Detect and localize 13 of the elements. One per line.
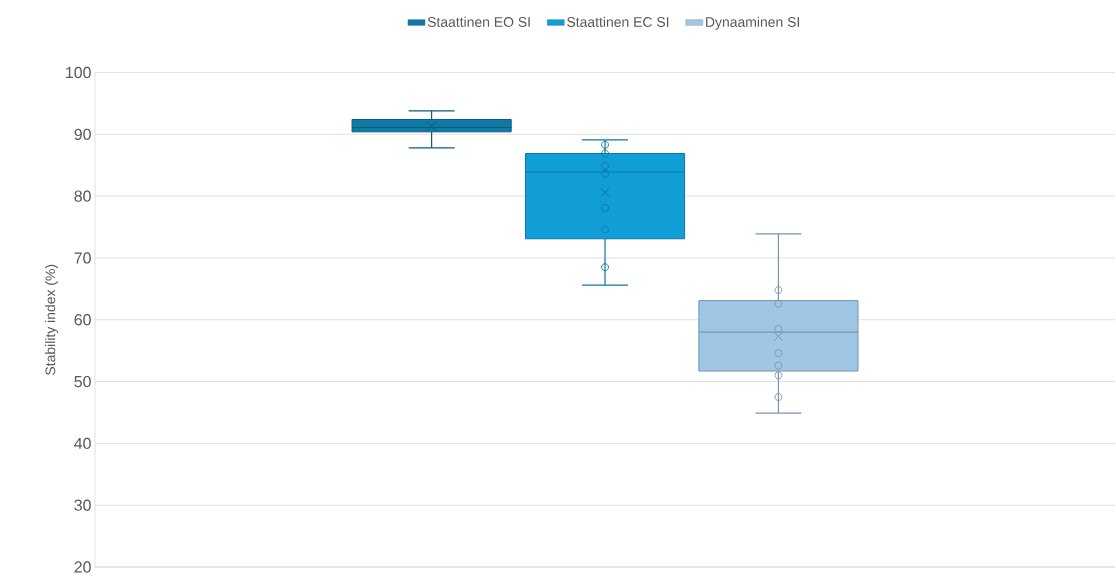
- legend-label: Staattinen EO SI: [427, 16, 530, 27]
- y-tick-label: 40: [74, 437, 91, 450]
- y-tick-label: 100: [66, 66, 91, 79]
- y-tick-label: 90: [74, 128, 91, 140]
- y-tick-label: 30: [74, 499, 91, 511]
- y-tick-label: 20: [74, 561, 91, 573]
- y-tick-label: 60: [74, 314, 91, 326]
- y-tick-label: 50: [74, 375, 91, 388]
- y-axis-title: Stability index (%): [45, 264, 59, 375]
- legend-label: Dynaaminen SI: [706, 16, 799, 30]
- legend-label: Staattinen EC SI: [567, 16, 669, 27]
- y-tick-label: 80: [74, 190, 91, 202]
- y-tick-label: 70: [74, 252, 91, 264]
